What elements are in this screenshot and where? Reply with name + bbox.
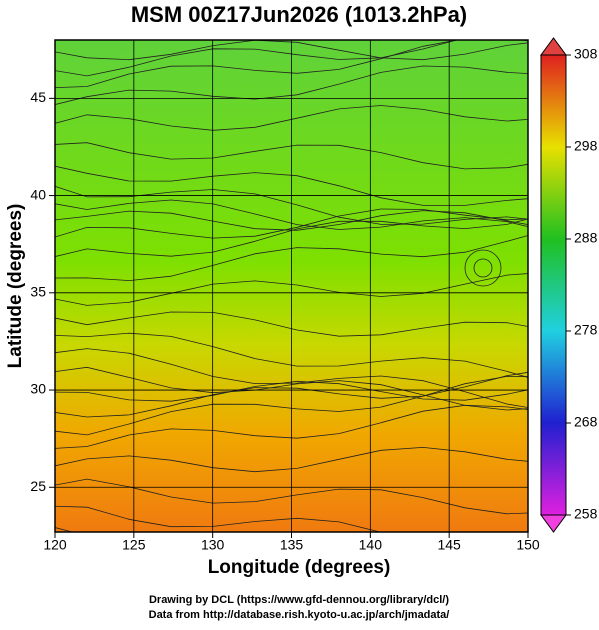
- streamline: [55, 478, 528, 515]
- streamline: [55, 208, 528, 239]
- streamline: [55, 40, 528, 61]
- title: MSM 00Z17Jun2026 (1013.2hPa): [131, 2, 467, 27]
- colorbar-max-arrow: [540, 37, 567, 56]
- colorbar-tick-label: 278: [574, 322, 598, 338]
- streamline: [55, 185, 528, 225]
- colorbar-tick-label: 308: [574, 46, 598, 62]
- x-tick-label: 145: [437, 537, 461, 553]
- streamline: [55, 210, 528, 231]
- streamline: [55, 65, 528, 105]
- streamline: [55, 40, 459, 77]
- streamline: [55, 218, 528, 258]
- y-tick-label: 45: [30, 89, 46, 105]
- streamline: [55, 105, 528, 131]
- y-tick-label: 35: [30, 284, 46, 300]
- y-tick-label: 25: [30, 478, 46, 494]
- colorbar-tick-label: 258: [574, 506, 598, 522]
- streamline: [55, 235, 528, 282]
- streamline: [55, 332, 528, 378]
- x-tick-label: 140: [359, 537, 383, 553]
- x-tick-label: 150: [516, 537, 540, 553]
- footer-line: Data from http://database.rish.kyoto-u.a…: [149, 609, 450, 621]
- streamline: [55, 165, 528, 206]
- streamline: [55, 380, 528, 402]
- streamline: [55, 142, 528, 170]
- streamline: [55, 348, 528, 408]
- streamline: [55, 404, 528, 449]
- cyclone: [473, 258, 493, 278]
- streamline: [55, 40, 528, 89]
- colorbar-min-arrow: [540, 514, 567, 533]
- streamline: [55, 371, 528, 418]
- streamline: [55, 199, 528, 230]
- y-tick-label: 30: [30, 381, 46, 397]
- y-axis-label: Latitude (degrees): [5, 204, 26, 369]
- streamline: [55, 375, 528, 436]
- streamlines: [55, 40, 528, 532]
- footer-line: Drawing by DCL (https://www.gfd-dennou.o…: [149, 594, 449, 606]
- colorbar-tick-label: 268: [574, 414, 598, 430]
- streamline: [55, 273, 528, 306]
- x-tick-label: 135: [280, 537, 304, 553]
- x-tick-label: 130: [201, 537, 225, 553]
- plot-frame: [54, 39, 529, 533]
- streamline: [55, 446, 528, 473]
- x-tick-label: 125: [122, 537, 146, 553]
- streamline: [55, 311, 528, 337]
- cyclone: [464, 249, 502, 287]
- y-tick-label: 40: [30, 186, 46, 202]
- x-axis-label: Longitude (degrees): [208, 557, 391, 578]
- colorbar-tick-label: 288: [574, 230, 598, 246]
- x-tick-label: 120: [43, 537, 67, 553]
- colorbar: [540, 54, 567, 516]
- streamline: [55, 505, 382, 532]
- colorbar-tick-label: 298: [574, 138, 598, 154]
